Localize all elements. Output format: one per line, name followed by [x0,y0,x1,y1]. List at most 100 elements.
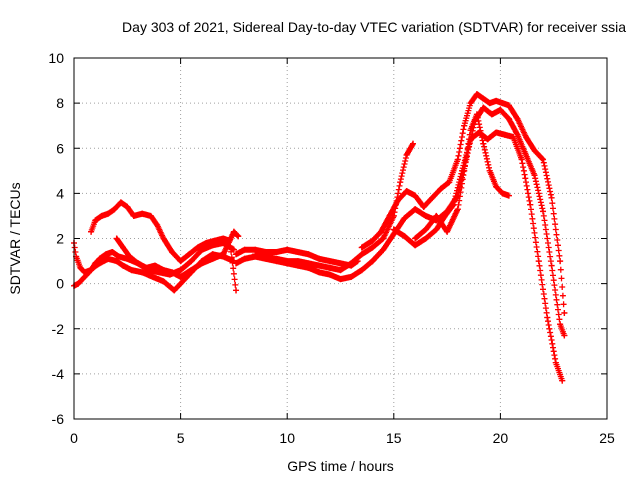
data-point [316,269,323,276]
data-point [92,217,99,224]
y-tick-label: 10 [48,50,64,66]
data-point [473,91,480,98]
data-point [493,129,500,136]
data-point [160,278,167,285]
data-point [552,359,559,366]
data-point [403,188,410,195]
data-point [544,314,551,321]
data-point [531,147,538,154]
data-point [186,251,193,258]
data-point [548,194,555,201]
data-point [83,271,90,278]
data-point [557,258,564,265]
data-point [241,255,248,262]
data-point [305,251,312,258]
data-point [316,262,323,269]
data-point [75,280,82,287]
data-point [188,267,195,274]
data-point [422,226,429,233]
data-point [326,264,333,271]
data-point [124,203,131,210]
series-track-11 [412,111,512,242]
chart-title: Day 303 of 2021, Sidereal Day-to-day VTE… [122,19,626,35]
data-point [358,251,365,258]
data-point [420,203,427,210]
data-point [514,115,521,122]
data-point [88,228,95,235]
data-point [220,235,227,242]
data-point [412,235,419,242]
data-point [171,287,178,294]
y-tick-label: 8 [56,95,64,111]
data-point [535,258,542,265]
data-point [422,212,429,219]
data-point [211,237,218,244]
data-point [433,212,440,219]
data-point [412,206,419,213]
data-point [499,190,506,197]
data-point [143,264,150,271]
series-track-1 [71,240,237,278]
series-track-8 [358,91,568,316]
data-point [497,106,504,113]
data-point [401,215,408,222]
data-point [548,262,555,269]
data-point [484,136,491,143]
data-point [522,133,529,140]
x-tick-label: 5 [177,430,185,446]
data-point [337,267,344,274]
data-point [160,235,167,242]
y-tick-label: -4 [52,366,65,382]
data-point [486,167,493,174]
data-point [358,267,365,274]
data-point [412,192,419,199]
data-point [493,97,500,104]
data-point [510,133,517,140]
data-point [422,235,429,242]
data-point [441,212,448,219]
series-track-7 [252,140,416,274]
data-point [505,102,512,109]
data-point [348,260,355,267]
data-point [177,267,184,274]
data-point [252,251,259,258]
y-axis-label: SDTVAR / TECUs [7,182,23,294]
data-point [401,233,408,240]
data-point [380,235,387,242]
data-point [518,156,525,163]
data-point [403,152,410,159]
data-point [561,332,568,339]
data-point [467,127,474,134]
series-track-10 [390,129,566,384]
data-point [326,271,333,278]
data-point [130,212,137,219]
axis-ticks: 0 5 10 15 20 25 -6 -4 -2 0 2 4 6 8 10 [48,50,615,446]
data-point [262,253,269,260]
data-point [348,273,355,280]
data-point [337,276,344,283]
data-point [409,140,416,147]
data-point [433,226,440,233]
data-point [480,140,487,147]
data-point [531,172,538,179]
x-tick-label: 20 [493,430,509,446]
data-point [369,244,376,251]
data-point [233,251,240,258]
data-point [486,100,493,107]
data-point [493,183,500,190]
data-point [358,244,365,251]
data-point [117,199,124,206]
data-point [514,131,521,138]
data-point [429,194,436,201]
data-point [169,249,176,256]
data-point [378,228,385,235]
data-point [480,104,487,111]
data-point [386,212,393,219]
data-point [540,208,547,215]
data-point [337,260,344,267]
data-point [284,246,291,253]
data-point [273,249,280,256]
data-point [473,111,480,118]
